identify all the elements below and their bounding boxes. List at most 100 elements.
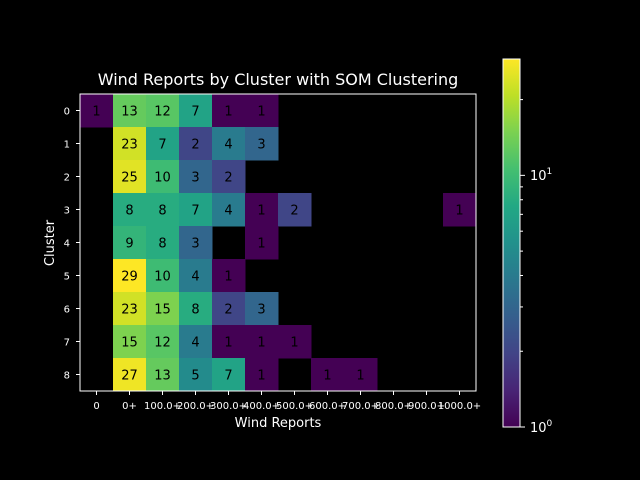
- heatmap-cell: [278, 193, 312, 227]
- cell-value-label: 1: [257, 204, 265, 219]
- cell-value-label: 8: [191, 303, 199, 318]
- cell-value-label: 2: [290, 204, 298, 219]
- y-tick-label: 1: [64, 140, 70, 151]
- colorbar-frame: [502, 58, 521, 428]
- cell-value-label: 2: [224, 171, 232, 186]
- cell-value-label: 1: [224, 336, 232, 351]
- cell-value-label: 7: [191, 105, 199, 120]
- x-tick-label: 500.0+: [276, 401, 313, 412]
- heatmap-cell-labels: 1 13 12 7 1 123 7 2 4 325 10 3 28 8 7 4 1 2 19 8 3 129 10 4 123 1…: [92, 105, 463, 384]
- cell-value-label: 7: [191, 204, 199, 219]
- cell-value-label: 29: [121, 270, 138, 285]
- heatmap-cell: [179, 94, 213, 128]
- y-axis-ticks: 0 1 2 3 4 5 6 7 8: [64, 107, 80, 382]
- cell-value-label: 8: [125, 204, 133, 219]
- x-tick-label: 700.0+: [342, 401, 379, 412]
- cell-value-label: 9: [125, 237, 133, 252]
- heatmap-cell: [146, 325, 180, 359]
- cell-value-label: 23: [121, 138, 138, 153]
- cell-value-label: 1: [92, 105, 100, 120]
- heatmap-cell: [245, 127, 279, 161]
- cell-value-label: 13: [121, 105, 138, 120]
- cell-value-label: 1: [224, 270, 232, 285]
- cell-value-label: 3: [191, 171, 199, 186]
- heatmap-cell: [245, 292, 279, 326]
- heatmap-cell: [245, 358, 279, 392]
- x-tick-label: 1000.0+: [438, 401, 481, 412]
- x-tick-label: 0+: [122, 401, 137, 412]
- heatmap-cell: [212, 193, 246, 227]
- heatmap-cell: [113, 127, 147, 161]
- heatmap-cell: [179, 193, 213, 227]
- x-axis-label: Wind Reports: [235, 416, 322, 431]
- heatmap-cell: [212, 259, 246, 293]
- y-tick-label: 8: [64, 371, 70, 382]
- colorbar-ticks: [520, 99, 525, 428]
- x-tick-label: 400.0+: [243, 401, 280, 412]
- heatmap-cell: [146, 94, 180, 128]
- heatmap-cell: [245, 325, 279, 359]
- cell-value-label: 1: [257, 105, 265, 120]
- cell-value-label: 10: [154, 270, 171, 285]
- x-tick-label: 200.0+: [177, 401, 214, 412]
- heatmap-cell: [113, 259, 147, 293]
- y-tick-label: 2: [64, 173, 70, 184]
- cell-value-label: 3: [257, 303, 265, 318]
- heatmap-cell: [212, 358, 246, 392]
- heatmap-cell: [113, 226, 147, 260]
- colorbar-gradient: [503, 59, 520, 427]
- heatmap-cell: [245, 94, 279, 128]
- cell-value-label: 23: [121, 303, 138, 318]
- cell-value-label: 5: [191, 369, 199, 384]
- cell-value-label: 2: [224, 303, 232, 318]
- cell-value-label: 7: [224, 369, 232, 384]
- heatmap-cell: [212, 127, 246, 161]
- x-tick-label: 100.0+: [144, 401, 181, 412]
- heatmap-cell: [212, 292, 246, 326]
- cell-value-label: 4: [224, 204, 232, 219]
- cell-value-label: 7: [158, 138, 166, 153]
- x-tick-label: 900.0+: [408, 401, 445, 412]
- heatmap-cell: [179, 325, 213, 359]
- heatmap-cell: [179, 292, 213, 326]
- y-tick-label: 6: [64, 305, 70, 316]
- x-tick-label: 800.0+: [375, 401, 412, 412]
- heatmap-cell: [179, 358, 213, 392]
- x-tick-label: 600.0+: [309, 401, 346, 412]
- heatmap-cell: [146, 127, 180, 161]
- cell-value-label: 8: [158, 204, 166, 219]
- heatmap-cell: [146, 259, 180, 293]
- x-tick-label: 0: [93, 401, 99, 412]
- cell-value-label: 4: [224, 138, 232, 153]
- heatmap-cell: [179, 127, 213, 161]
- heatmap-cell: [212, 325, 246, 359]
- cell-value-label: 15: [154, 303, 171, 318]
- heatmap-cell: [146, 358, 180, 392]
- heatmap-cell: [146, 193, 180, 227]
- cell-value-label: 8: [158, 237, 166, 252]
- heatmap-cell: [179, 259, 213, 293]
- cell-value-label: 25: [121, 171, 138, 186]
- heatmap-cell: [443, 193, 477, 227]
- heatmap-cell: [278, 325, 312, 359]
- y-tick-label: 0: [64, 107, 70, 118]
- heatmap-cell: [344, 358, 378, 392]
- chart-title: Wind Reports by Cluster with SOM Cluster…: [98, 70, 459, 89]
- heatmap-cell: [212, 94, 246, 128]
- heatmap-cell: [113, 193, 147, 227]
- cell-value-label: 1: [257, 237, 265, 252]
- cell-value-label: 1: [356, 369, 364, 384]
- y-tick-label: 4: [64, 239, 70, 250]
- cell-value-label: 12: [154, 336, 171, 351]
- y-axis-label: Cluster: [43, 219, 58, 266]
- heatmap-cell: [179, 226, 213, 260]
- cell-value-label: 15: [121, 336, 138, 351]
- cell-value-label: 1: [224, 105, 232, 120]
- heatmap-cell: [113, 292, 147, 326]
- heatmap-cell: [146, 226, 180, 260]
- cell-value-label: 1: [257, 336, 265, 351]
- y-tick-label: 5: [64, 272, 70, 283]
- heatmap-cell: [113, 94, 147, 128]
